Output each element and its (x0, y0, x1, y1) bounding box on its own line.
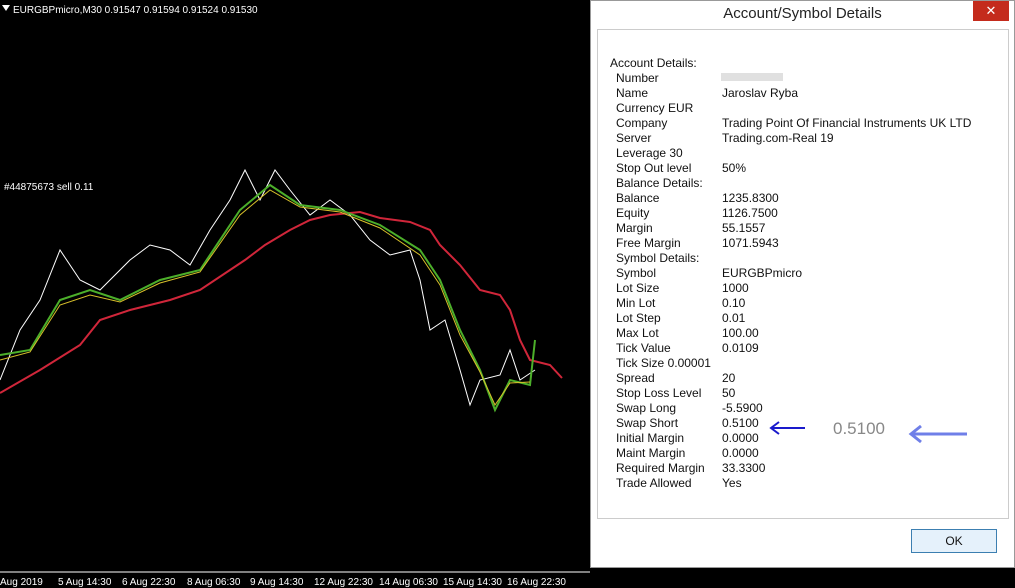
row-label: Stop Out level (616, 161, 692, 175)
row-label: Trade Allowed (616, 476, 692, 490)
order-label: #44875673 sell 0.11 (4, 182, 94, 193)
row-value: 0.0109 (722, 341, 759, 355)
row-label: Symbol Details: (616, 251, 700, 265)
row-label: Maint Margin (616, 446, 686, 460)
row-value: Trading.com-Real 19 (722, 131, 834, 145)
details-dialog: Account/Symbol Details ✕ Account Details… (590, 0, 1015, 568)
row-value: 50% (722, 161, 747, 175)
menu-icon (2, 5, 10, 11)
time-label: 15 Aug 14:30 (443, 577, 502, 588)
row-value: 1126.7500 (722, 206, 778, 220)
row-label: Swap Long (616, 401, 677, 415)
row-label: Balance (616, 191, 660, 205)
row-label: Number (616, 71, 659, 85)
row-label: Tick Size 0.00001 (616, 356, 711, 370)
row-label: Server (616, 131, 652, 145)
row-value: 55.1557 (722, 221, 766, 235)
row-value: 0.01 (722, 311, 746, 325)
candles (0, 183, 536, 413)
row-value: 100.00 (722, 326, 759, 340)
time-label: 5 Aug 14:30 (58, 577, 112, 588)
row-value: 0.10 (722, 296, 746, 310)
row-label: Spread (616, 371, 655, 385)
row-value: -5.5900 (722, 401, 763, 415)
row-value: Trading Point Of Financial Instruments U… (722, 116, 972, 130)
time-label: 16 Aug 22:30 (507, 577, 566, 588)
row-value: EURGBPmicro (722, 266, 803, 280)
price-chart: EURGBPmicro,M30 0.91547 0.91594 0.91524 … (0, 5, 590, 588)
time-label: 6 Aug 22:30 (122, 577, 176, 588)
time-label: 12 Aug 22:30 (314, 577, 373, 588)
price-line (0, 168, 536, 407)
chart-header: EURGBPmicro,M30 0.91547 0.91594 0.91524 … (13, 5, 258, 16)
moving-average (0, 189, 531, 407)
time-label: Aug 2019 (0, 577, 43, 588)
ok-button[interactable]: OK (911, 529, 997, 553)
row-label: Tick Value (616, 341, 671, 355)
row-label: Min Lot (616, 296, 656, 310)
close-button[interactable]: ✕ (973, 1, 1009, 21)
row-label: Swap Short (616, 416, 679, 430)
row-label: Currency EUR (616, 101, 694, 115)
row-value: 1235.8300 (722, 191, 779, 205)
row-value: 0.0000 (722, 446, 759, 460)
row-label: Initial Margin (616, 431, 685, 445)
row-value: 50 (722, 386, 736, 400)
row-value: 1071.5943 (722, 236, 779, 250)
row-label: Balance Details: (616, 176, 703, 190)
row-value: 1000 (722, 281, 749, 295)
row-label: Leverage 30 (616, 146, 683, 160)
row-value: 0.0000 (722, 431, 759, 445)
row-label: Name (616, 86, 649, 100)
time-label: 9 Aug 14:30 (250, 577, 304, 588)
row-label: Account Details: (610, 56, 697, 70)
row-label: Stop Loss Level (616, 386, 702, 400)
row-label: Equity (616, 206, 650, 220)
row-label: Symbol (616, 266, 657, 280)
row-label: Lot Step (616, 311, 661, 325)
details-panel: Account Details: Number Name Jaroslav Ryba C… (597, 29, 1009, 519)
dialog-title: Account/Symbol Details (723, 5, 882, 22)
annotation: 0.5100 (833, 419, 885, 438)
row-label: Lot Size (616, 281, 660, 295)
time-label: 8 Aug 06:30 (187, 577, 241, 588)
row-label: Free Margin (616, 236, 681, 250)
row-label: Max Lot (616, 326, 659, 340)
row-value: 33.3300 (722, 461, 766, 475)
row-value: Yes (722, 476, 742, 490)
row-value: 20 (722, 371, 736, 385)
row-label: Company (616, 116, 668, 130)
row-label: Required Margin (616, 461, 705, 475)
row-label: Margin (616, 221, 653, 235)
row-value: Jaroslav Ryba (722, 86, 799, 100)
row-value: 0.5100 (722, 416, 759, 430)
time-axis: Aug 2019 5 Aug 14:30 6 Aug 22:30 8 Aug 06:3… (0, 577, 566, 588)
time-label: 14 Aug 06:30 (379, 577, 438, 588)
